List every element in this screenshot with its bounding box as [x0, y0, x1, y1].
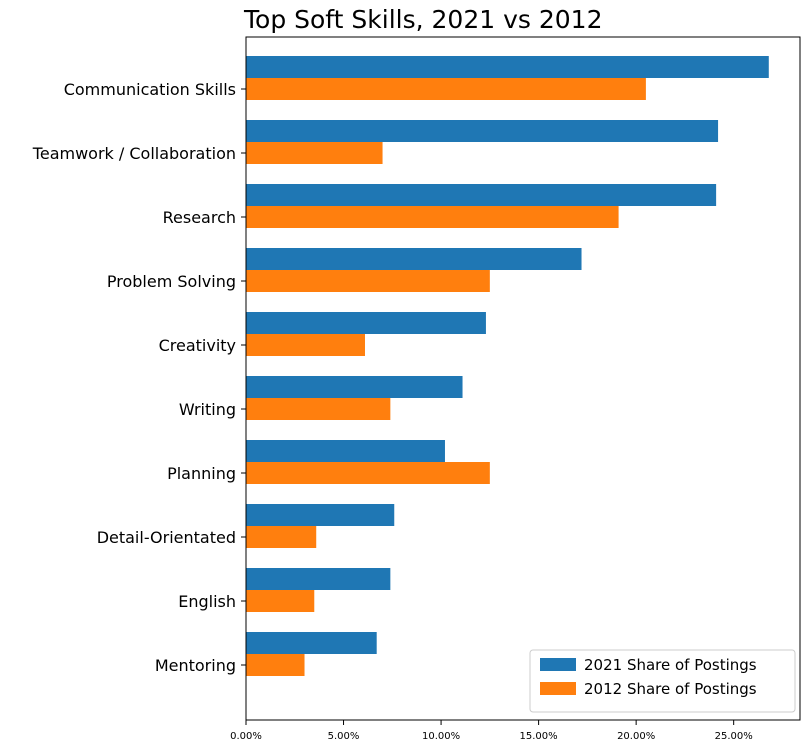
category-label-english: English: [178, 592, 236, 611]
x-tick-label: 20.00%: [617, 731, 655, 742]
legend-box: [529, 649, 796, 713]
bar-planning-2021: [246, 440, 445, 462]
category-label-detail-orientated: Detail-Orientated: [97, 528, 236, 547]
category-label-planning: Planning: [167, 464, 236, 483]
bar-problem-solving-2012: [246, 270, 490, 292]
x-tick-label: 15.00%: [520, 731, 558, 742]
bar-teamwork-collaboration-2012: [246, 142, 383, 164]
plot-frame: [245, 36, 801, 721]
category-label-creativity: Creativity: [159, 336, 236, 355]
category-label-mentoring: Mentoring: [155, 656, 236, 675]
category-label-communication-skills: Communication Skills: [64, 80, 236, 99]
bar-english-2012: [246, 590, 315, 612]
bar-research-2021: [246, 184, 717, 206]
bar-detail-orientated-2021: [246, 504, 395, 526]
category-label-problem-solving: Problem Solving: [107, 272, 236, 291]
bar-communication-skills-2021: [246, 56, 769, 78]
bar-creativity-2021: [246, 312, 486, 334]
x-tick-label: 10.00%: [422, 731, 460, 742]
category-labels: Communication Skills Teamwork / Collabora…: [32, 80, 246, 675]
x-axis-ticks: 0.00% 5.00% 10.00% 15.00% 20.00% 25.00%: [230, 720, 753, 742]
category-label-teamwork-collaboration: Teamwork / Collaboration: [32, 144, 236, 163]
bars-group: [246, 56, 769, 676]
bar-teamwork-collaboration-2021: [246, 120, 719, 142]
bar-mentoring-2012: [246, 654, 305, 676]
bar-communication-skills-2012: [246, 78, 646, 100]
bar-research-2012: [246, 206, 619, 228]
bar-mentoring-2021: [246, 632, 377, 654]
legend: 2021 Share of Postings 2012 Share of Post…: [529, 649, 796, 713]
x-tick-label: 5.00%: [328, 731, 360, 742]
chart-title: Top Soft Skills, 2021 vs 2012: [243, 5, 602, 34]
category-label-research: Research: [163, 208, 236, 227]
x-tick-label: 0.00%: [230, 731, 262, 742]
category-label-writing: Writing: [179, 400, 236, 419]
x-tick-label: 25.00%: [715, 731, 753, 742]
legend-label-2012: 2012 Share of Postings: [584, 680, 757, 698]
bar-detail-orientated-2012: [246, 526, 317, 548]
bar-writing-2012: [246, 398, 391, 420]
legend-swatch-2021: [540, 658, 576, 671]
bar-writing-2021: [246, 376, 463, 398]
bar-english-2021: [246, 568, 391, 590]
bar-problem-solving-2021: [246, 248, 582, 270]
bar-creativity-2012: [246, 334, 365, 356]
bar-planning-2012: [246, 462, 490, 484]
legend-swatch-2012: [540, 682, 576, 695]
legend-label-2021: 2021 Share of Postings: [584, 656, 757, 674]
